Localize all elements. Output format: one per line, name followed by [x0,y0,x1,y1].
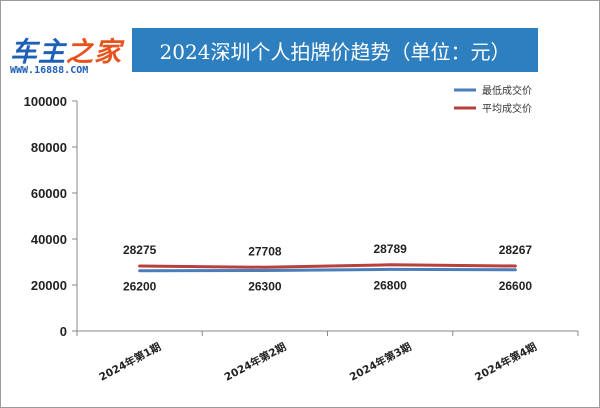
legend-label-1: 平均成交价 [482,102,532,115]
y-tick-label: 40000 [31,232,67,247]
logo-name-part2: 之家 [66,37,122,68]
chart-title: 2024深圳个人拍牌价趋势（单位：元） [132,28,538,72]
series-line-1 [138,263,517,269]
data-label: 26200 [123,280,157,294]
x-tick-label: 2024年第1期 [97,340,163,383]
x-tick-label: 2024年第2期 [222,340,288,383]
logo-name-part1: 车主 [10,37,66,68]
y-tick-label: 60000 [31,186,67,201]
x-tick-label: 2024年第4期 [473,340,539,383]
data-label: 28789 [373,242,407,256]
y-tick-label: 20000 [31,278,67,293]
data-label: 26300 [248,280,282,294]
data-label: 26800 [373,278,407,292]
y-tick-label: 80000 [31,140,67,155]
logo-wordmark: 车主之家 [10,30,122,69]
data-label: 26600 [499,279,533,293]
logo-url: WWW.16888.COM [10,65,89,76]
data-label: 28275 [123,243,157,257]
data-label: 28267 [499,243,533,257]
legend-label-0: 最低成交价 [482,84,532,97]
y-tick-label: 100000 [24,94,67,109]
series-line-0 [138,267,517,273]
brand-logo: 车主之家 WWW.16888.COM [10,30,132,80]
data-label: 27708 [248,244,282,258]
x-tick-label: 2024年第3期 [347,340,413,383]
y-tick-label: 0 [60,324,67,339]
